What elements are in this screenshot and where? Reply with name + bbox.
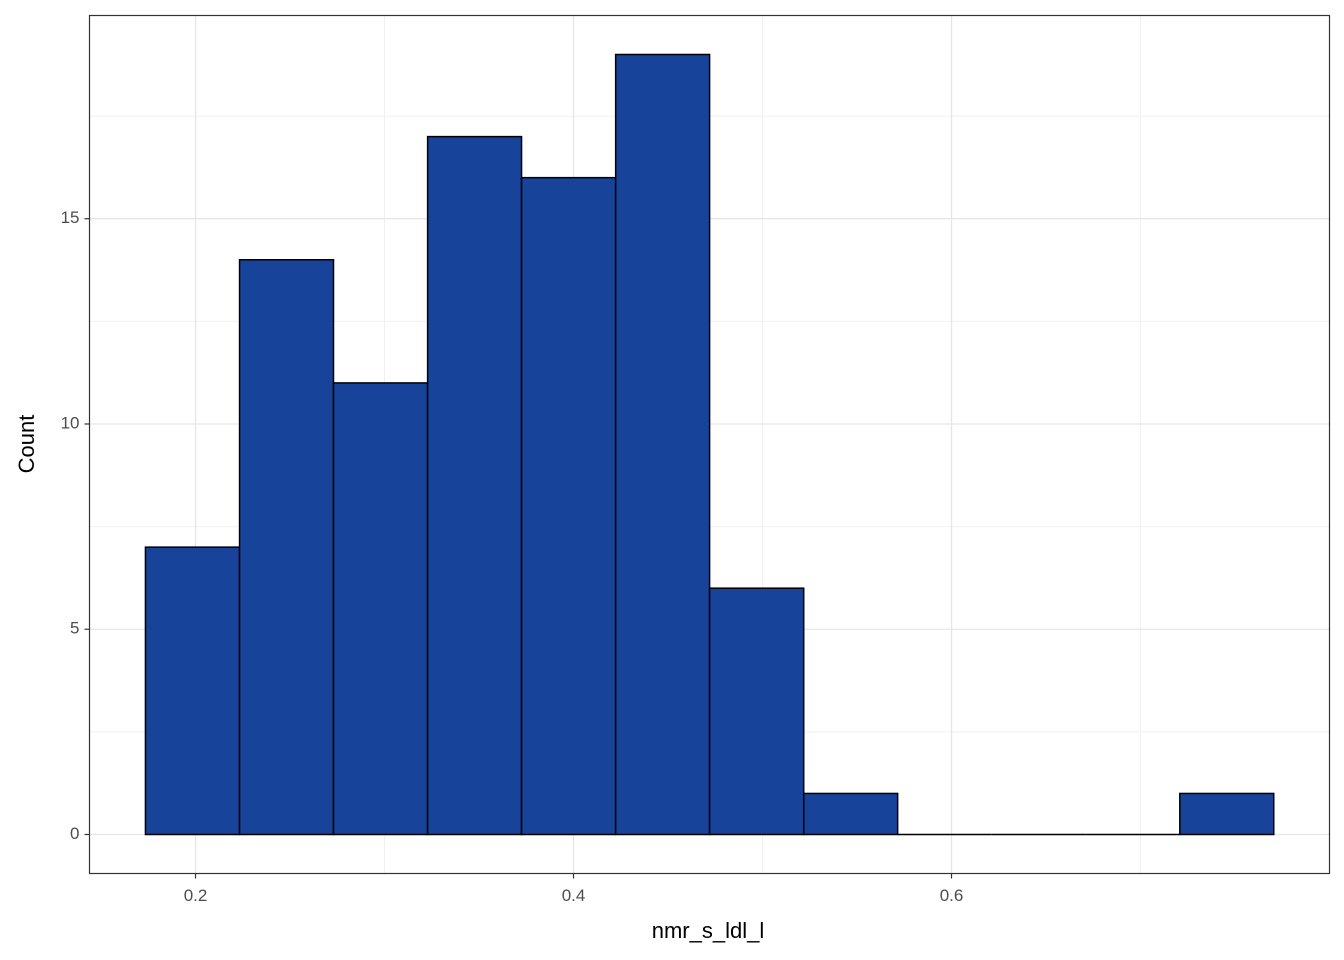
x-axis-label: nmr_s_ldl_l	[652, 918, 765, 943]
y-axis-label: Count	[14, 415, 39, 474]
bars	[144, 53, 1275, 836]
y-tick-label: 5	[70, 619, 79, 638]
x-tick-label: 0.4	[562, 886, 586, 905]
y-tick-label: 15	[61, 208, 80, 227]
bar	[802, 792, 899, 836]
bar	[708, 587, 805, 836]
bar	[426, 135, 523, 836]
y-tick-label: 10	[61, 413, 80, 432]
bar	[614, 53, 711, 836]
bar	[1179, 792, 1275, 836]
bar	[520, 176, 617, 836]
bar	[238, 259, 335, 836]
bar	[144, 546, 241, 836]
y-tick-label: 0	[70, 824, 79, 843]
x-tick-label: 0.6	[940, 886, 964, 905]
x-tick-label: 0.2	[184, 886, 208, 905]
panel-border	[88, 14, 1331, 875]
bar	[332, 382, 429, 836]
